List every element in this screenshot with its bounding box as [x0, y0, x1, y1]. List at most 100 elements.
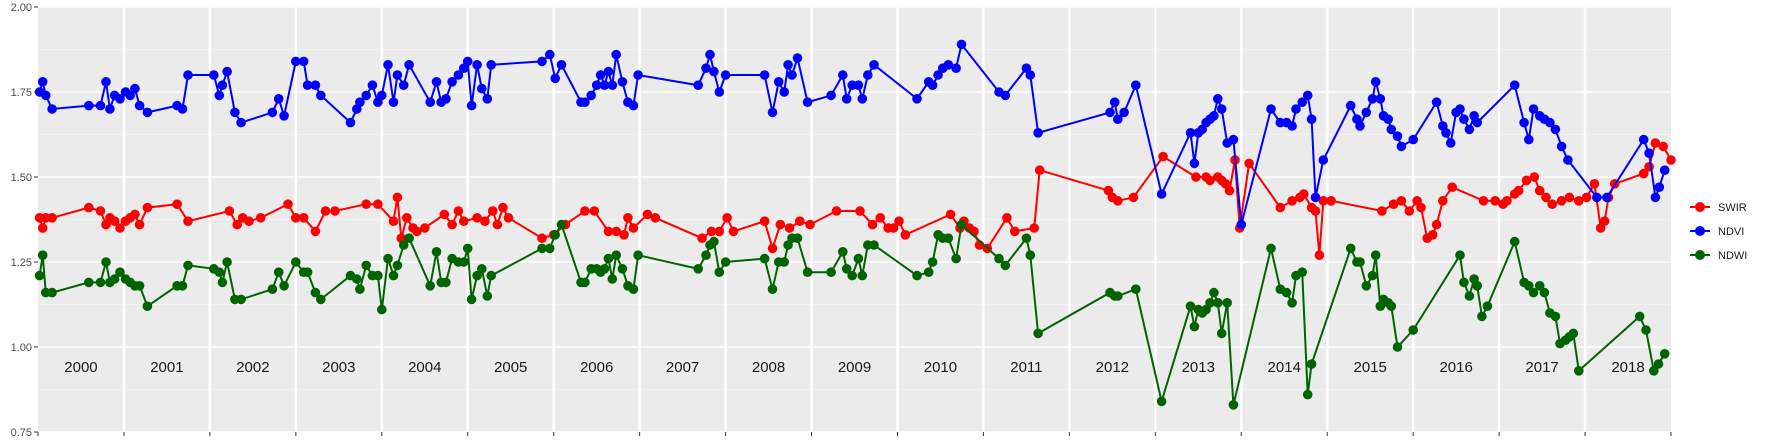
legend-item-swir: SWIR [1690, 202, 1747, 214]
data-point-swir [805, 219, 815, 230]
data-point-ndvi [1375, 94, 1386, 104]
data-point-ndvi [1302, 90, 1313, 101]
data-point-ndwi [951, 253, 961, 264]
data-point-ndvi [1306, 114, 1317, 124]
data-point-swir [1299, 189, 1309, 199]
data-point-ndwi [580, 277, 590, 288]
data-point-ndwi [355, 284, 365, 295]
data-point-ndwi [1459, 277, 1469, 288]
facet-label: 2002 [236, 359, 269, 376]
data-point-swir [875, 213, 886, 223]
data-point-swir [487, 206, 498, 216]
data-point-swir [759, 216, 770, 226]
data-point-swir [392, 192, 403, 203]
data-point-ndwi [1213, 298, 1223, 308]
data-point-ndvi [838, 70, 848, 80]
data-point-swir [1275, 202, 1286, 213]
data-point-ndwi [607, 274, 618, 284]
data-point-ndwi [1649, 366, 1659, 376]
data-point-ndwi [109, 274, 120, 284]
data-point-swir [775, 219, 786, 230]
data-point-ndwi [633, 250, 643, 260]
data-point-ndvi [943, 60, 954, 70]
data-point-ndvi [853, 80, 864, 90]
data-point-ndvi [580, 97, 590, 107]
data-point-ndvi [177, 104, 188, 114]
data-point-swir [310, 226, 321, 237]
data-point-ndvi [105, 104, 115, 114]
data-point-ndwi [853, 253, 864, 264]
data-point-swir [589, 206, 600, 216]
data-point-ndvi [47, 104, 57, 114]
facet-label: 2001 [150, 359, 183, 376]
data-point-ndwi [214, 267, 225, 278]
data-point-ndvi [367, 80, 378, 90]
data-point-ndvi [1392, 131, 1403, 141]
data-point-swir [1666, 155, 1676, 165]
data-point-ndvi [767, 107, 778, 118]
data-point-swir [888, 223, 899, 233]
data-point-swir [1589, 179, 1600, 189]
data-point-ndvi [477, 83, 487, 94]
data-point-ndwi [273, 267, 284, 278]
data-point-ndvi [302, 80, 313, 90]
data-point-ndvi [1550, 124, 1561, 135]
data-point-ndvi [217, 80, 228, 90]
data-point-swir [1513, 185, 1524, 196]
data-point-ndwi [550, 230, 560, 240]
data-point-ndvi [95, 100, 106, 111]
data-point-swir [320, 206, 331, 216]
data-point-ndvi [115, 94, 125, 104]
data-point-ndwi [316, 294, 326, 305]
data-point-ndvi [316, 90, 326, 101]
data-point-ndvi [550, 73, 560, 84]
data-point-ndwi [217, 277, 228, 288]
data-point-ndvi [447, 77, 457, 87]
data-point-ndvi [462, 56, 473, 67]
facet-label: 2016 [1439, 359, 1472, 376]
data-point-swir [1521, 175, 1532, 186]
y-tick-label: 1.00 [11, 342, 32, 354]
data-point-ndwi [134, 281, 145, 291]
data-point-ndvi [826, 90, 836, 101]
facet-label: 2012 [1096, 359, 1129, 376]
data-point-ndwi [1297, 267, 1307, 278]
data-point-ndwi [1472, 281, 1482, 291]
data-point-swir [945, 209, 956, 220]
data-point-ndwi [115, 267, 125, 278]
data-point-swir [1310, 206, 1321, 216]
data-point-ndwi [352, 274, 362, 284]
data-point-swir [183, 216, 193, 226]
data-point-swir [1244, 158, 1254, 169]
data-point-swir [255, 213, 266, 223]
data-point-ndwi [291, 257, 301, 267]
data-point-swir [1547, 199, 1557, 209]
data-point-swir [244, 216, 254, 226]
data-point-swir [498, 202, 508, 213]
y-axis: 0.75 1.00 1.25 1.50 1.75 2.00 [11, 2, 38, 439]
data-point-swir [1009, 226, 1020, 237]
data-point-ndvi [1119, 107, 1129, 118]
data-point-ndwi [1539, 287, 1550, 298]
data-point-ndvi [209, 70, 219, 80]
data-point-swir [603, 226, 614, 237]
data-point-swir [134, 219, 145, 230]
data-point-swir [1191, 172, 1201, 182]
data-point-ndvi [1213, 94, 1223, 104]
data-point-swir [1438, 196, 1448, 206]
data-point-swir [795, 216, 805, 226]
data-point-ndvi [214, 90, 225, 101]
data-point-ndwi [1345, 243, 1356, 254]
data-point-ndvi [1236, 219, 1247, 230]
series-ndwi [34, 219, 1670, 410]
data-point-ndwi [847, 270, 857, 281]
facet-label: 2010 [924, 359, 957, 376]
data-point-swir [459, 216, 469, 226]
legend-key-point [1695, 202, 1705, 212]
facet-label: 2004 [408, 359, 441, 376]
legend: SWIR NDVI NDWI [1690, 202, 1747, 262]
data-point-ndvi [779, 87, 789, 97]
data-point-swir [831, 206, 842, 216]
data-point-swir [619, 230, 629, 240]
